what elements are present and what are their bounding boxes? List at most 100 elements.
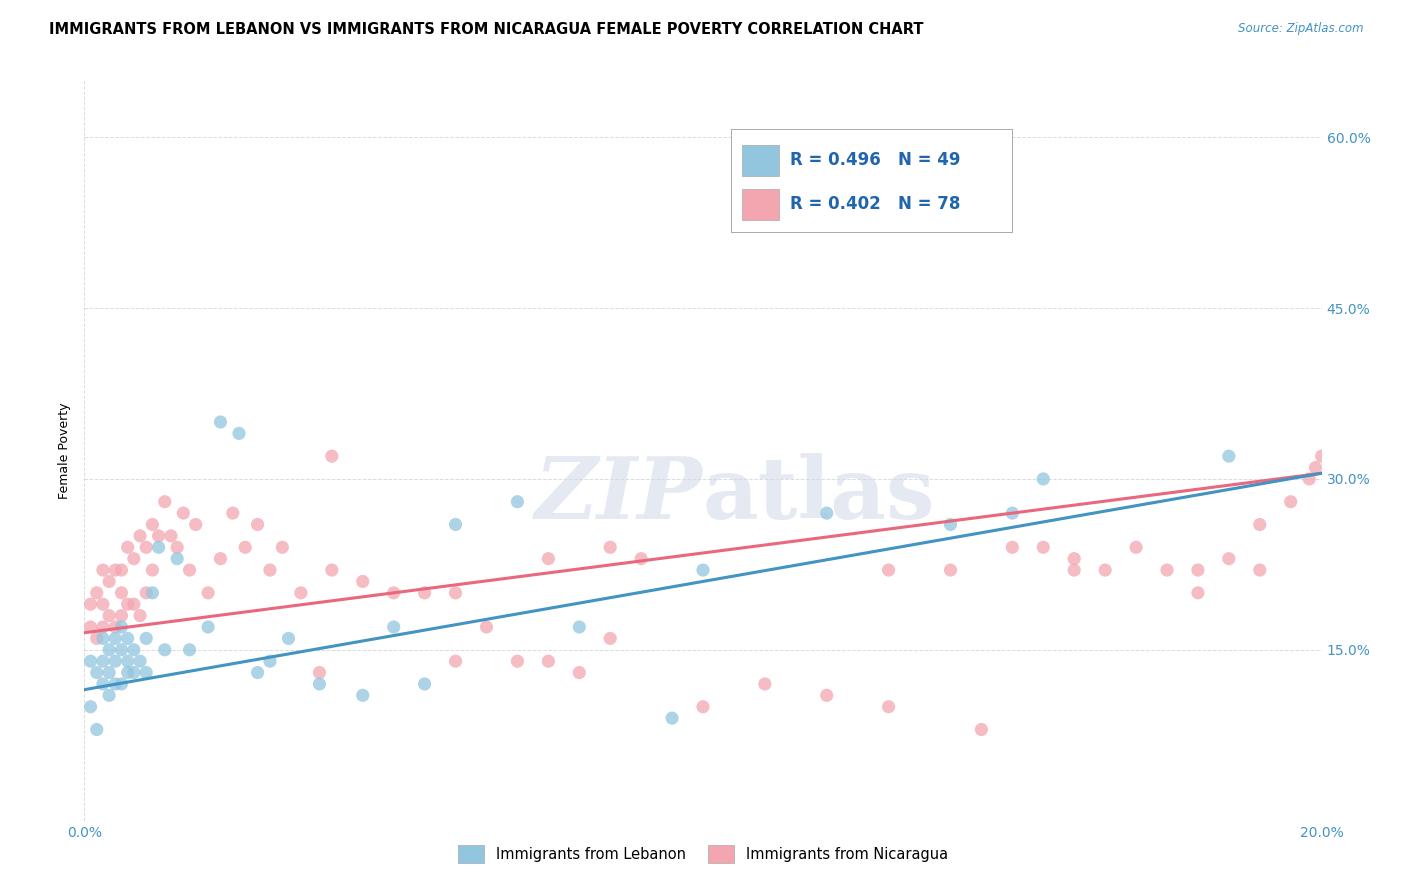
Point	[1063, 551, 1085, 566]
Point	[135, 665, 157, 680]
Point	[197, 586, 219, 600]
Point	[86, 586, 108, 600]
Point	[246, 665, 269, 680]
Point	[104, 563, 127, 577]
Text: R = 0.496   N = 49: R = 0.496 N = 49	[790, 151, 960, 169]
Point	[444, 586, 467, 600]
Text: atlas: atlas	[703, 453, 935, 537]
Point	[141, 586, 163, 600]
Point	[122, 665, 145, 680]
Point	[104, 620, 127, 634]
Point	[1001, 506, 1024, 520]
Point	[228, 426, 250, 441]
Point	[117, 597, 139, 611]
Point	[129, 608, 152, 623]
Point	[939, 563, 962, 577]
Point	[506, 654, 529, 668]
Point	[599, 541, 621, 555]
Point	[537, 551, 560, 566]
Point	[1063, 563, 1085, 577]
Point	[877, 699, 900, 714]
Y-axis label: Female Poverty: Female Poverty	[58, 402, 72, 499]
Point	[413, 677, 436, 691]
Point	[1125, 541, 1147, 555]
Point	[153, 494, 176, 508]
Point	[117, 632, 139, 646]
Text: IMMIGRANTS FROM LEBANON VS IMMIGRANTS FROM NICARAGUA FEMALE POVERTY CORRELATION : IMMIGRANTS FROM LEBANON VS IMMIGRANTS FR…	[49, 22, 924, 37]
Point	[321, 563, 343, 577]
Point	[970, 723, 993, 737]
Point	[79, 699, 101, 714]
Point	[91, 563, 114, 577]
Point	[1187, 563, 1209, 577]
Point	[129, 654, 152, 668]
Point	[271, 541, 294, 555]
Point	[1032, 472, 1054, 486]
Point	[79, 597, 101, 611]
Point	[382, 586, 405, 600]
Point	[308, 677, 330, 691]
Point	[91, 654, 114, 668]
Point	[98, 574, 121, 589]
Point	[815, 506, 838, 520]
Point	[321, 449, 343, 463]
Point	[91, 632, 114, 646]
Point	[1218, 449, 1240, 463]
Point	[86, 665, 108, 680]
Point	[141, 517, 163, 532]
Point	[259, 563, 281, 577]
Point	[222, 506, 245, 520]
Point	[630, 551, 652, 566]
Point	[110, 563, 132, 577]
Point	[141, 563, 163, 577]
Point	[352, 689, 374, 703]
Legend: Immigrants from Lebanon, Immigrants from Nicaragua: Immigrants from Lebanon, Immigrants from…	[453, 839, 953, 869]
Point	[506, 494, 529, 508]
Point	[117, 541, 139, 555]
Point	[122, 597, 145, 611]
Text: ZIP: ZIP	[536, 453, 703, 537]
Point	[110, 642, 132, 657]
Point	[79, 620, 101, 634]
Point	[246, 517, 269, 532]
Point	[166, 541, 188, 555]
Point	[135, 586, 157, 600]
Point	[179, 563, 201, 577]
Point	[209, 551, 232, 566]
Point	[754, 677, 776, 691]
Text: Source: ZipAtlas.com: Source: ZipAtlas.com	[1239, 22, 1364, 36]
Point	[135, 632, 157, 646]
Point	[568, 620, 591, 634]
Point	[79, 654, 101, 668]
Point	[122, 642, 145, 657]
Point	[86, 632, 108, 646]
Point	[117, 665, 139, 680]
Point	[382, 620, 405, 634]
Point	[160, 529, 183, 543]
Point	[815, 689, 838, 703]
Point	[661, 711, 683, 725]
Point	[277, 632, 299, 646]
Point	[148, 529, 170, 543]
Point	[110, 608, 132, 623]
Point	[209, 415, 232, 429]
Point	[1094, 563, 1116, 577]
Point	[1298, 472, 1320, 486]
Point	[98, 642, 121, 657]
Point	[135, 541, 157, 555]
Point	[1218, 551, 1240, 566]
Bar	[742, 189, 779, 219]
Point	[117, 654, 139, 668]
Point	[91, 677, 114, 691]
Point	[1310, 449, 1333, 463]
Point	[1279, 494, 1302, 508]
Point	[179, 642, 201, 657]
Point	[122, 551, 145, 566]
Bar	[742, 145, 779, 176]
Point	[599, 632, 621, 646]
Point	[110, 586, 132, 600]
Point	[98, 608, 121, 623]
Point	[129, 529, 152, 543]
Point	[537, 654, 560, 668]
Point	[104, 654, 127, 668]
